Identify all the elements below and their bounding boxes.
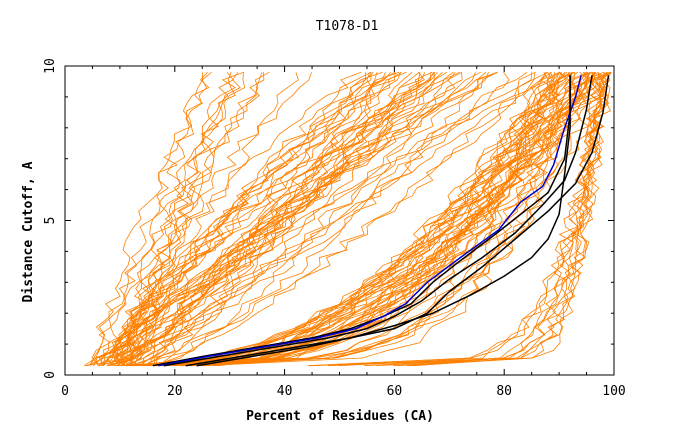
background-series-line	[120, 71, 420, 367]
background-series-line	[145, 71, 567, 367]
y-tick-label: 10	[43, 58, 58, 74]
background-series-line	[208, 72, 591, 367]
background-series-line	[188, 71, 575, 367]
background-series-line	[156, 71, 433, 366]
background-series-line	[123, 72, 367, 366]
background-series-line	[122, 71, 448, 366]
background-series-line	[136, 72, 560, 367]
background-series-line	[154, 71, 461, 367]
background-series-line	[86, 71, 425, 367]
x-tick-label: 20	[167, 384, 183, 399]
background-series-line	[152, 72, 489, 367]
background-series-line	[115, 72, 372, 366]
background-series-line	[89, 71, 210, 366]
background-series-line	[141, 72, 596, 367]
background-series-line	[106, 71, 487, 367]
background-series-line	[217, 71, 608, 367]
background-series-line	[127, 71, 407, 367]
background-series-line	[134, 72, 536, 367]
highlight-series-line	[196, 75, 571, 367]
x-tick-label: 0	[61, 384, 69, 399]
background-series-line	[147, 72, 577, 367]
highlight-series-line	[163, 75, 593, 367]
background-series-line	[122, 72, 265, 366]
background-series-line	[133, 72, 236, 366]
background-series-line	[338, 72, 611, 367]
chart-title: T1078-D1	[316, 19, 379, 34]
background-series-line	[133, 71, 548, 367]
background-series-line	[88, 72, 421, 366]
background-series-line	[127, 72, 378, 366]
background-series-line	[212, 71, 571, 367]
background-series-line	[126, 72, 551, 367]
background-series-line	[128, 72, 312, 366]
background-series-line	[376, 71, 608, 367]
background-series-line	[130, 72, 463, 366]
background-series-line	[407, 72, 605, 367]
background-series-line	[364, 72, 602, 367]
highlight-series-group	[152, 75, 610, 367]
background-series-line	[151, 72, 589, 367]
background-series-line	[120, 72, 396, 366]
background-series-line	[327, 71, 608, 367]
background-series-line	[102, 71, 212, 366]
background-series-line	[158, 72, 555, 367]
highlight-series-line	[158, 75, 582, 367]
background-series-line	[124, 72, 435, 367]
background-series-line	[191, 71, 591, 367]
background-series-line	[106, 72, 432, 366]
background-series-line	[147, 71, 374, 366]
x-tick-label: 40	[277, 384, 293, 399]
background-series-line	[202, 72, 553, 367]
highlight-series-line	[185, 75, 610, 367]
background-series-line	[153, 71, 456, 366]
background-series-line	[85, 71, 510, 367]
background-series-line	[124, 71, 372, 367]
highlight-series-line	[152, 75, 571, 367]
x-tick-label: 80	[496, 384, 512, 399]
background-series-line	[129, 71, 528, 367]
background-series-line	[83, 71, 362, 367]
background-series-line	[124, 71, 244, 366]
background-series-line	[397, 72, 602, 367]
background-series-line	[116, 71, 612, 367]
axes: 0 20 40 60 80 100 0 5 10	[43, 58, 626, 399]
background-series-line	[141, 72, 426, 366]
x-tick-label: 60	[387, 384, 403, 399]
x-axis-label: Percent of Residues (CA)	[246, 409, 434, 424]
x-tick-label: 100	[602, 384, 625, 399]
background-series-line	[129, 71, 241, 366]
background-series-line	[158, 72, 373, 367]
background-series-line	[112, 72, 263, 366]
y-axis-label: Distance Cutoff, A	[21, 161, 36, 302]
background-series-line	[172, 71, 594, 367]
y-tick-label: 5	[43, 217, 58, 225]
background-series-line	[309, 71, 612, 367]
background-series-line	[409, 72, 604, 367]
background-series-line	[142, 72, 533, 367]
background-series-line	[114, 71, 612, 367]
background-series-line	[139, 71, 395, 367]
y-tick-label: 0	[43, 371, 58, 379]
background-series-line	[113, 71, 463, 366]
